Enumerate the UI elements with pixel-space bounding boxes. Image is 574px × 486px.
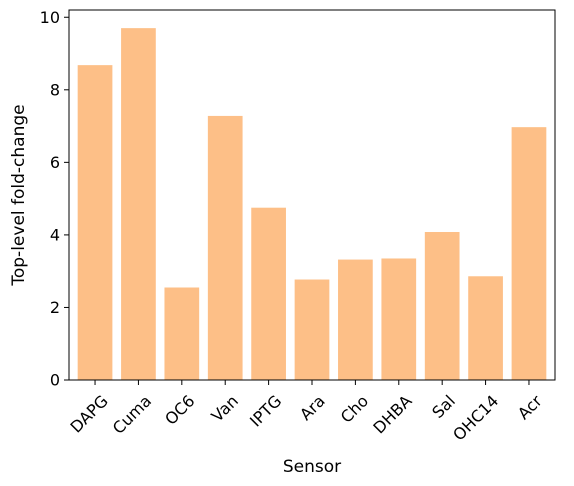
y-tick-label: 2: [50, 298, 60, 317]
bar-dhba: [381, 258, 417, 380]
bar-dapg: [77, 65, 113, 380]
x-tick-label: Ara: [296, 391, 329, 424]
y-tick-label: 8: [50, 80, 60, 99]
plot-frame: [68, 9, 556, 381]
bar-ohc14: [468, 276, 503, 380]
x-tick-label: OC6: [161, 391, 198, 428]
bar-oc6: [164, 287, 200, 380]
x-tick-label: OHC14: [449, 391, 502, 444]
bar-iptg: [251, 207, 286, 380]
bar-acr: [511, 127, 547, 381]
bar-cho: [338, 259, 373, 380]
y-tick-label: 6: [50, 153, 60, 172]
x-tick-label: DHBA: [369, 391, 415, 437]
x-axis-label: Sensor: [283, 457, 341, 477]
y-tick-label: 0: [50, 371, 60, 390]
x-tick-label: IPTG: [246, 391, 285, 430]
y-tick-label: 10: [40, 8, 60, 27]
bar-van: [207, 115, 243, 380]
x-tick-label: DAPG: [67, 391, 112, 436]
bar-cuma: [121, 28, 156, 380]
y-axis-label: Top-level fold-change: [9, 104, 29, 286]
y-tick-label: 4: [50, 225, 60, 244]
bar-sal: [424, 232, 460, 380]
x-tick-label: Sal: [428, 391, 459, 422]
bars-group: [77, 28, 547, 381]
x-tick-label: Acr: [514, 391, 546, 423]
x-tick-label: Van: [208, 391, 242, 425]
bar-ara: [294, 279, 330, 380]
x-tick-label: Cuma: [109, 391, 155, 437]
y-axis: 0 2 4 6 8 10: [40, 8, 69, 390]
x-tick-label: Cho: [337, 391, 372, 426]
